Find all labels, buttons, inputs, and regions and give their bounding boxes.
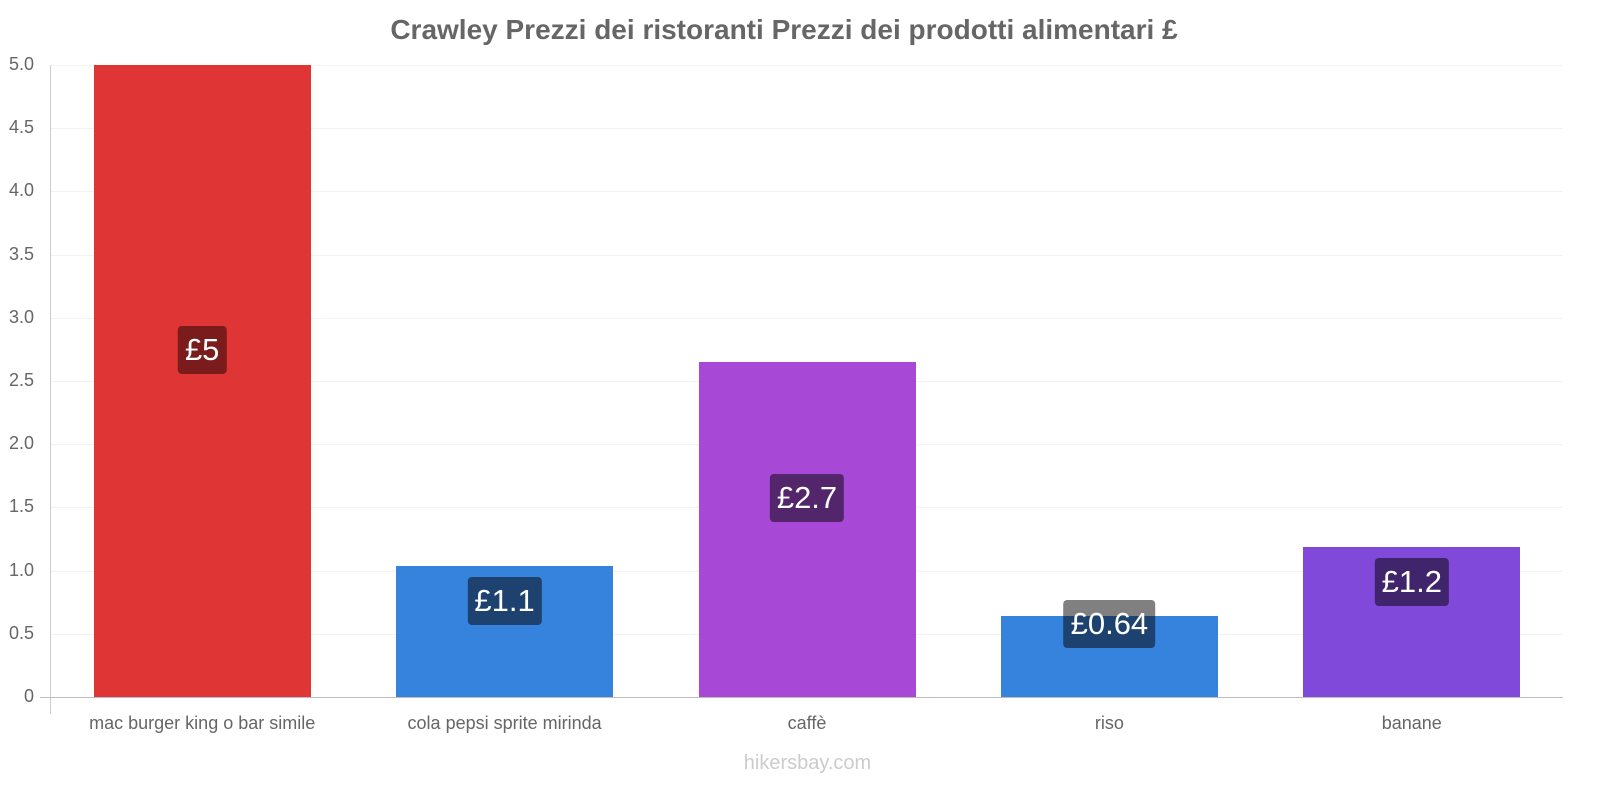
x-tick-label: caffè (787, 713, 827, 733)
y-tick-label: 5.0 (8, 54, 34, 74)
x-axis-line (40, 697, 1563, 698)
watermark: hikersbay.com (743, 752, 872, 774)
bar[interactable]: £5 (93, 65, 311, 697)
bar[interactable]: £2.7 (698, 362, 916, 697)
y-tick-label: 3.0 (8, 306, 34, 327)
x-tick-label: cola pepsi sprite mirinda (407, 713, 602, 733)
data-label: £2.7 (769, 474, 845, 523)
y-tick-label: 4.0 (8, 180, 34, 201)
x-tick-label: riso (1094, 713, 1124, 733)
gridline (51, 254, 1563, 256)
data-label: £1.2 (1374, 557, 1449, 606)
y-axis-line (50, 65, 51, 714)
y-tick-label: 0.5 (8, 622, 34, 643)
y-tick-label: 2.5 (8, 370, 34, 390)
bar[interactable]: £0.64 (1000, 600, 1218, 697)
y-tick-label: 3.5 (8, 243, 34, 264)
plot-area: £5 £1.1 £2.7 £0.64 £1.2 (51, 65, 1563, 697)
x-tick-label: mac burger king o bar simile (89, 713, 316, 733)
y-tick-label: 4.5 (8, 117, 34, 138)
bar[interactable]: £1.2 (1303, 546, 1521, 697)
y-tick-label: 0 (23, 686, 34, 706)
data-label: £1.1 (467, 576, 542, 625)
x-tick-label: banane (1381, 713, 1442, 733)
data-label: £5 (177, 326, 227, 374)
gridline (51, 191, 1563, 193)
gridline (51, 65, 1563, 66)
bar[interactable]: £1.1 (396, 565, 614, 697)
gridline (51, 317, 1563, 319)
gridline (51, 128, 1563, 130)
chart-title: Crawley Prezzi dei ristoranti Prezzi dei… (390, 14, 1178, 45)
y-tick-label: 1.5 (8, 496, 34, 517)
y-tick-label: 1.0 (8, 559, 34, 580)
y-tick-label: 2.0 (8, 433, 34, 454)
data-label: £0.64 (1063, 600, 1156, 649)
